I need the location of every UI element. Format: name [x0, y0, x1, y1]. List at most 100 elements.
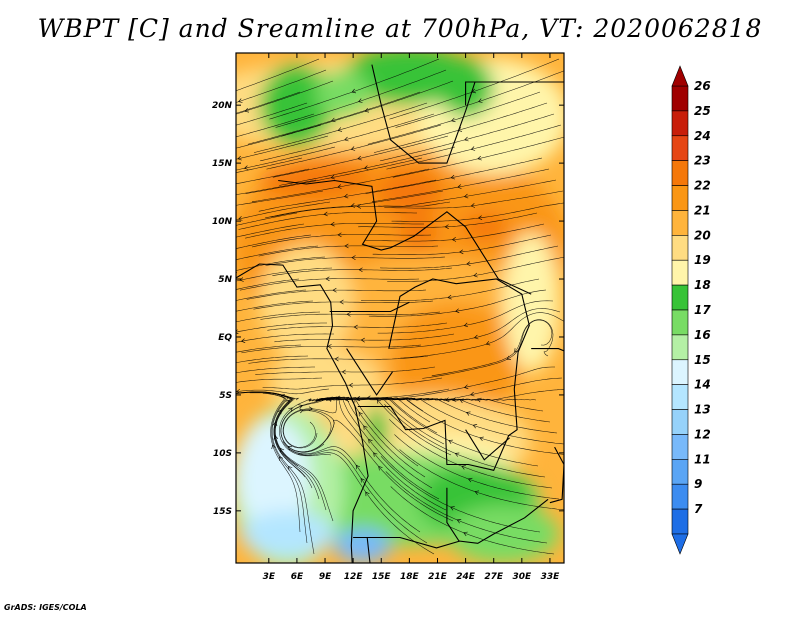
streamline-arrow	[337, 184, 342, 189]
streamline	[391, 202, 564, 222]
streamline-arrow	[456, 519, 462, 524]
streamline-arrow	[459, 398, 464, 404]
streamline	[422, 319, 553, 379]
streamline	[236, 311, 321, 323]
streamline-arrow	[341, 369, 346, 375]
streamline-arrow	[231, 147, 235, 151]
streamline-arrow	[346, 312, 351, 317]
streamline	[365, 157, 543, 194]
streamline-arrow	[237, 155, 242, 161]
streamline-arrow	[473, 272, 478, 278]
streamline-arrow	[337, 127, 343, 132]
wbpt-region	[259, 244, 354, 361]
streamline	[236, 146, 336, 171]
x-tick-label: 12E	[344, 572, 364, 582]
streamline-arrow	[463, 322, 469, 328]
streamline	[297, 452, 435, 555]
streamline-arrow	[485, 341, 491, 346]
streamline-arrow	[337, 232, 342, 238]
streamline-arrow	[363, 425, 368, 430]
streamline-arrow	[231, 203, 235, 207]
colorbar-segment	[671, 160, 689, 186]
map-title: WBPT [C] and Sreamline at 700hPa, VT: 20…	[37, 14, 763, 43]
colorbar-label: 11	[694, 452, 711, 466]
colorbar-segment	[671, 508, 689, 535]
streamline	[236, 267, 333, 282]
streamline	[386, 124, 562, 170]
streamline	[279, 146, 456, 186]
streamline-arrow	[455, 308, 460, 314]
streamline-arrow	[358, 411, 363, 417]
boundary-line	[357, 278, 530, 471]
streamline-arrow	[477, 215, 483, 220]
streamline	[236, 124, 322, 149]
wbpt-shading	[236, 53, 564, 563]
boundary-line	[278, 179, 532, 295]
streamline	[267, 322, 448, 331]
colorbar-label: 23	[694, 154, 711, 168]
streamline-arrow	[353, 324, 358, 330]
streamline-layer	[231, 58, 564, 555]
streamline	[258, 245, 439, 257]
streamline	[272, 135, 449, 178]
streamline-arrow	[243, 165, 249, 170]
streamline-arrow	[363, 165, 369, 170]
colorbar-label: 20	[694, 228, 711, 242]
streamline	[322, 397, 447, 511]
colorbar-segment	[671, 483, 689, 510]
streamline	[279, 398, 332, 457]
streamline	[379, 245, 559, 269]
wbpt-region	[376, 168, 443, 216]
streamline	[260, 113, 435, 162]
wbpt-region	[240, 510, 335, 558]
streamline-arrow	[447, 294, 452, 300]
streamline-arrow	[348, 382, 354, 388]
streamline-arrow	[448, 439, 453, 444]
streamline	[236, 355, 309, 363]
streamline	[236, 179, 317, 195]
streamline	[236, 366, 315, 373]
colorbar-label: 9	[694, 477, 702, 491]
streamline-arrow	[238, 98, 243, 103]
streamline	[389, 419, 553, 489]
streamline	[258, 179, 437, 212]
y-tick-label: 5N	[218, 275, 232, 285]
colorbar-label: 16	[694, 328, 711, 342]
streamline	[238, 212, 417, 230]
colorbar-segment	[671, 334, 689, 361]
streamline-arrow	[238, 216, 243, 221]
streamline-arrow	[445, 397, 450, 402]
streamline	[248, 355, 429, 364]
colorbar-label: 22	[694, 179, 711, 193]
streamline	[282, 441, 421, 533]
streamline-arrow	[459, 249, 464, 255]
streamline-arrow	[467, 477, 473, 483]
colorbar-label: 14	[694, 378, 711, 392]
streamline-arrow	[272, 421, 278, 427]
streamline-arrow	[463, 384, 469, 390]
streamline	[269, 58, 440, 120]
streamline	[247, 91, 421, 145]
streamline	[245, 157, 423, 194]
colorbar-segment	[671, 110, 689, 137]
streamline-arrow	[474, 490, 480, 495]
streamline	[265, 391, 334, 522]
country-boundaries	[236, 64, 564, 563]
streamline	[236, 135, 329, 160]
streamline	[236, 223, 305, 238]
colorbar-segment	[671, 235, 689, 261]
streamline-arrow	[343, 193, 349, 199]
streamline	[388, 308, 561, 349]
streamline	[378, 366, 555, 400]
streamline	[236, 333, 334, 343]
x-tick-label: 9E	[319, 572, 332, 582]
streamline	[380, 113, 555, 162]
y-tick-label: 10N	[212, 217, 233, 227]
streamline	[260, 311, 441, 320]
streamline-arrow	[350, 203, 356, 208]
streamline-arrow	[466, 261, 471, 266]
streamline-arrow	[323, 211, 328, 217]
streamline-arrow	[470, 146, 476, 151]
streamline-arrow	[308, 406, 313, 412]
